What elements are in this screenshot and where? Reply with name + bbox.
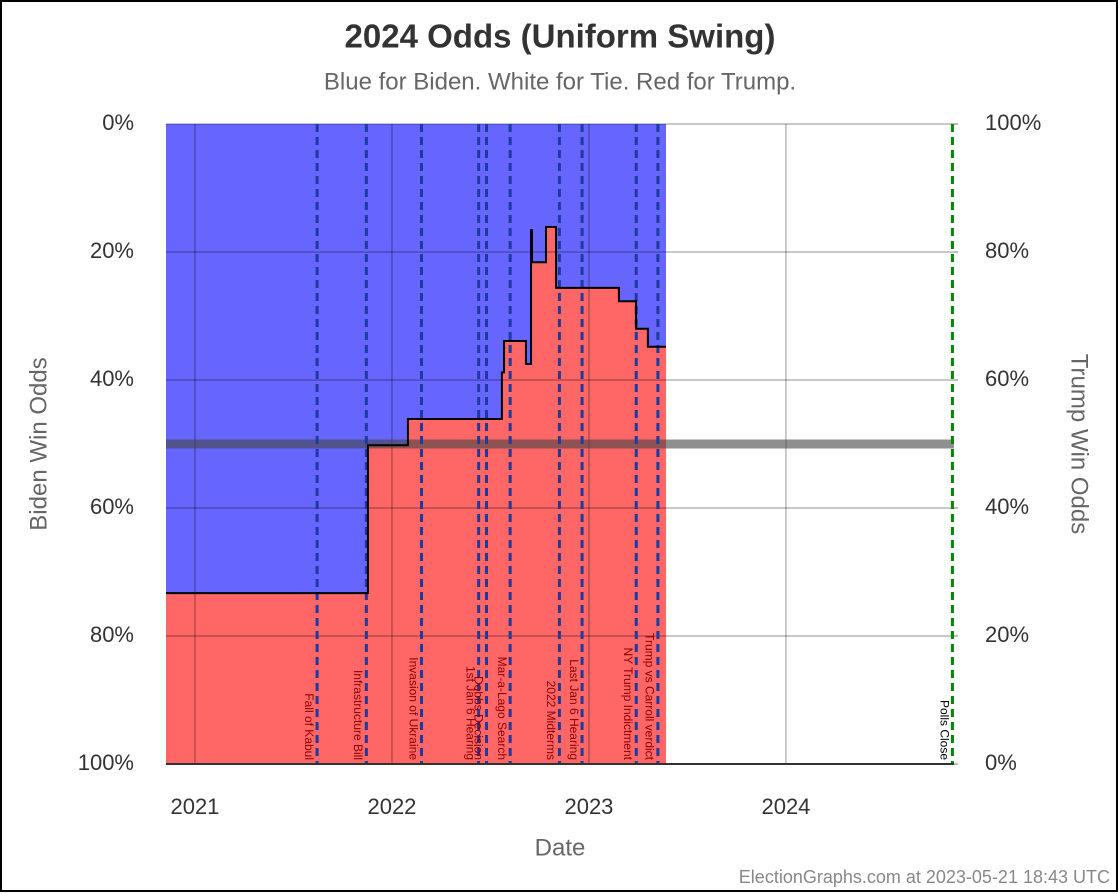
biden-area [166, 124, 666, 594]
x-tick-label: 2022 [367, 794, 416, 819]
y-tick-label: 100% [78, 750, 134, 775]
y-tick-label: 40% [90, 366, 134, 391]
y2-tick-label: 80% [985, 238, 1029, 263]
chart-subtitle: Blue for Biden. White for Tie. Red for T… [324, 68, 796, 95]
event-label: NY Trump Indictment [621, 648, 635, 761]
footer: ElectionGraphs.com at 2023-05-21 18:43 U… [739, 867, 1110, 887]
odds-line [166, 226, 666, 595]
event-label: Dobbs Decision [471, 676, 485, 760]
event-label: Invasion of Ukraine [406, 657, 420, 760]
x-tick-label: 2023 [564, 794, 613, 819]
event-label: Polls Close [937, 700, 951, 760]
event-label: 2022 Midterms [544, 681, 558, 760]
x-tick-label: 2021 [170, 794, 219, 819]
y2-axis-label: Trump Win Odds [1066, 354, 1093, 534]
y2-tick-label: 20% [985, 622, 1029, 647]
event-label: Fall of Kabul [302, 693, 316, 760]
y2-tick-label: 40% [985, 494, 1029, 519]
y-tick-label: 60% [90, 494, 134, 519]
event-label: Infrastructure Bill [351, 670, 365, 760]
event-label: Mar-a-Lago Search [495, 657, 509, 760]
y-axis-label: Biden Win Odds [25, 357, 52, 530]
y2-tick-label: 60% [985, 366, 1029, 391]
event-label: Last Jan 6 Hearing [567, 659, 581, 760]
y2-tick-label: 0% [985, 750, 1017, 775]
x-axis-label: Date [535, 834, 586, 861]
y-tick-label: 20% [90, 238, 134, 263]
y2-tick-label: 100% [985, 110, 1041, 135]
x-tick-label: 2024 [761, 794, 810, 819]
event-label: 1st Jan 6 Hearing [463, 666, 477, 760]
y-tick-label: 0% [102, 110, 134, 135]
trump-area [166, 227, 666, 765]
chart-title: 2024 Odds (Uniform Swing) [345, 18, 776, 55]
y-tick-label: 80% [90, 622, 134, 647]
event-label: Trump vs Carroll verdict [643, 633, 657, 761]
